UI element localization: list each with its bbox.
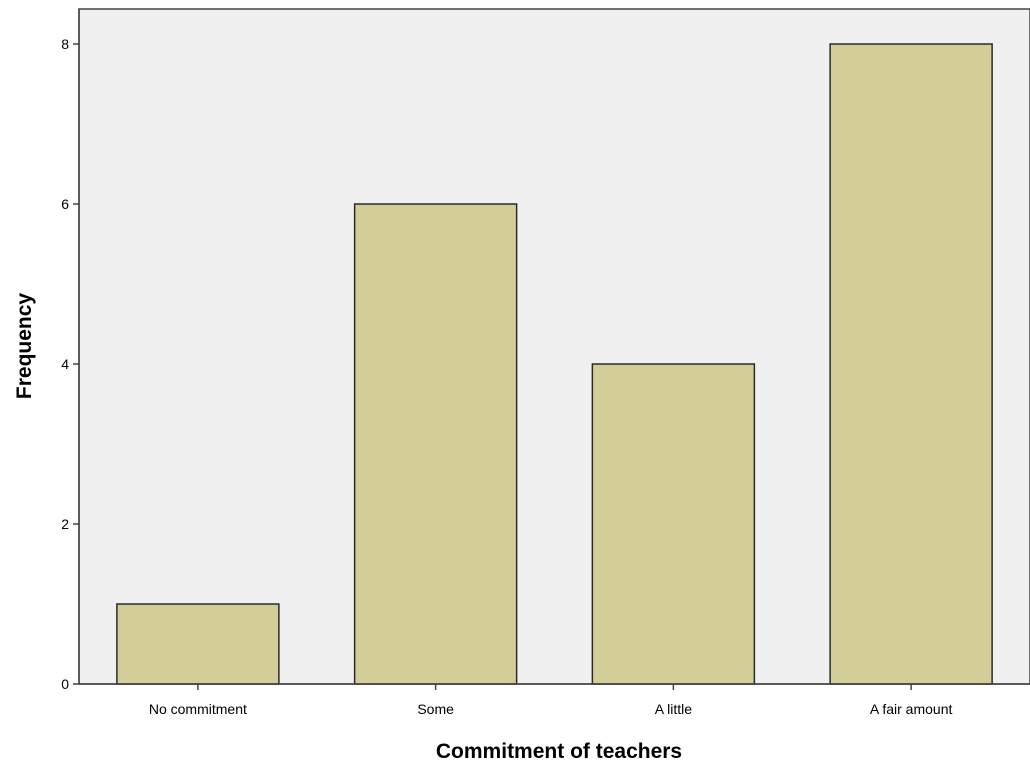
- x-axis-ticks: No commitment Some A little A fair amount: [149, 684, 953, 717]
- bar: [353, 203, 518, 685]
- y-tick-label: 4: [61, 356, 69, 372]
- x-tick-label: A fair amount: [870, 701, 953, 717]
- x-tick-label: A little: [655, 701, 693, 717]
- x-axis-title: Commitment of teachers: [436, 740, 682, 763]
- x-tick-label: No commitment: [149, 701, 247, 717]
- bar: [591, 363, 756, 685]
- y-tick-label: 0: [61, 676, 69, 692]
- y-tick-label: 2: [61, 516, 69, 532]
- bar: [829, 43, 993, 685]
- y-axis-ticks: 0 2 4 6 8: [61, 36, 79, 692]
- x-tick-label: Some: [417, 701, 454, 717]
- bar: [116, 603, 280, 685]
- y-axis-title: Frequency: [13, 293, 36, 400]
- bars: [116, 43, 993, 685]
- y-tick-label: 8: [61, 36, 69, 52]
- y-tick-label: 6: [61, 196, 69, 212]
